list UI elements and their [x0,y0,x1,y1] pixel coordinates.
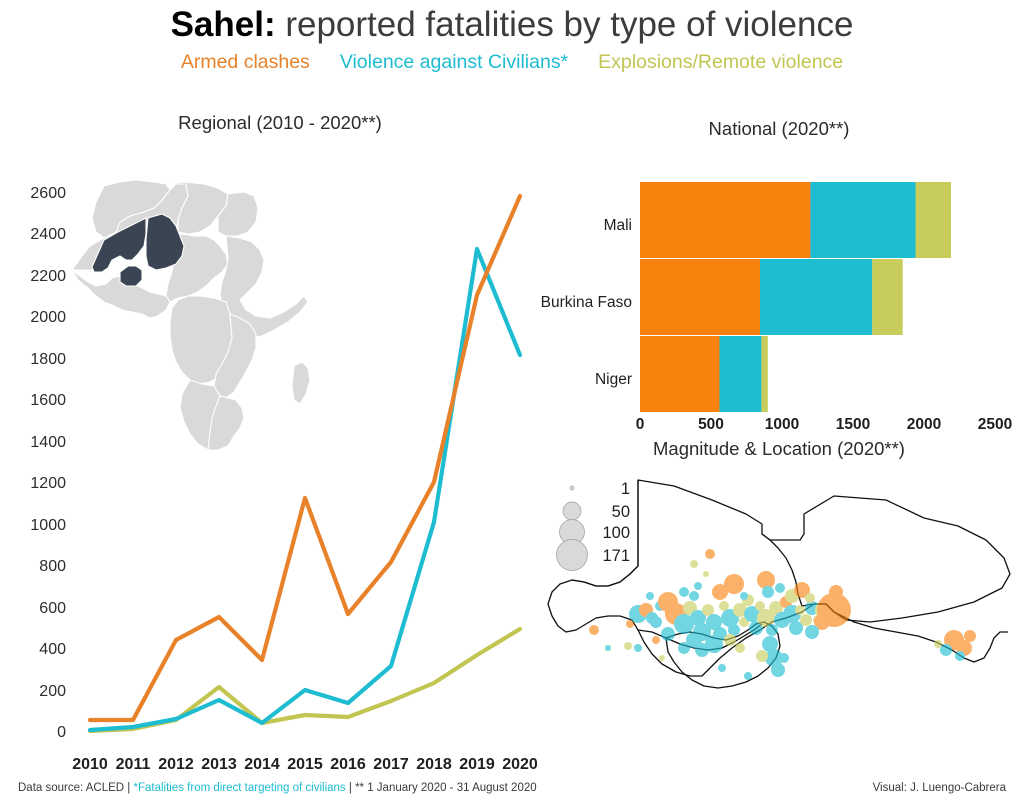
magnitude-scatter-points [589,549,976,680]
line-violence-against-civilians [87,246,523,733]
svg-text:2400: 2400 [30,226,66,243]
national-panel-title: National (2020**) [708,118,850,139]
y-axis-ticks: 2600 2400 2200 2000 1800 1600 1400 1200 … [30,185,66,741]
regional-line-chart: 2600 2400 2200 2000 1800 1600 1400 1200 … [0,152,560,772]
svg-text:2018: 2018 [416,756,452,772]
regional-line-chart-svg: 2600 2400 2200 2000 1800 1600 1400 1200 … [30,185,538,772]
bar-segment-civilians[interactable] [719,336,762,412]
regional-panel-title: Regional (2010 - 2020**) [178,112,382,133]
africa-base-continent [70,179,311,451]
bar-segment-armed-clashes[interactable] [640,182,811,258]
africa-inset-svg [70,179,311,451]
legend-bubble-1 [569,485,575,491]
bar-row-mali[interactable] [640,182,951,258]
page-title-rest: reported fatalities by type of violence [275,5,854,44]
svg-text:2000: 2000 [907,416,941,432]
svg-text:200: 200 [39,683,66,700]
bar-segment-explosions[interactable] [872,259,903,335]
line-armed-clashes [87,193,523,723]
svg-text:1600: 1600 [30,392,66,409]
svg-text:2012: 2012 [158,756,194,772]
legend: Armed clashes Violence against Civilians… [0,51,1024,74]
svg-text:500: 500 [698,416,724,432]
footer-source-civilians-note: *Fatalities from direct targeting of civ… [133,782,346,794]
svg-text:2500: 2500 [978,416,1012,432]
svg-text:1000: 1000 [765,416,799,432]
svg-text:1400: 1400 [30,434,66,451]
svg-text:0: 0 [57,724,66,741]
footer-source: Data source: ACLED | *Fatalities from di… [18,782,537,794]
legend-bubble-171 [556,539,588,571]
svg-text:Burkina Faso: Burkina Faso [541,294,632,311]
svg-text:800: 800 [39,558,66,575]
legend-value-171: 171 [602,547,630,565]
bar-segment-civilians[interactable] [760,259,873,335]
africa-highlighted-sahel [91,213,185,287]
magnitude-panel-title: Magnitude & Location (2020**) [653,438,905,459]
svg-text:1500: 1500 [836,416,870,432]
svg-text:2000: 2000 [30,309,66,326]
footer: Data source: ACLED | *Fatalities from di… [0,782,1024,794]
svg-text:1000: 1000 [30,517,66,534]
footer-credit: Visual: J. Luengo-Cabrera [872,782,1006,794]
svg-text:2017: 2017 [373,756,409,772]
footer-source-prefix: Data source: ACLED | [18,782,134,794]
svg-text:400: 400 [39,641,66,658]
bar-category-labels: Mali Burkina Faso Niger [541,217,632,388]
svg-text:Mali: Mali [604,217,632,234]
svg-text:2010: 2010 [72,756,108,772]
svg-text:2014: 2014 [244,756,280,772]
bar-row-niger[interactable] [640,336,768,412]
svg-text:2600: 2600 [30,185,66,202]
magnitude-size-legend: 1 50 100 171 [556,480,630,571]
bar-x-axis-ticks: 0 500 1000 1500 2000 2500 [636,416,1013,432]
legend-value-100: 100 [602,524,630,542]
svg-text:2019: 2019 [459,756,495,772]
legend-value-1: 1 [621,480,630,498]
svg-text:2013: 2013 [201,756,237,772]
legend-item-armed-clashes: Armed clashes [180,50,310,73]
bar-segment-explosions[interactable] [915,182,952,258]
svg-text:2016: 2016 [330,756,366,772]
svg-text:2200: 2200 [30,268,66,285]
legend-value-50: 50 [612,503,630,521]
africa-inset-map [58,160,328,460]
regional-panel: Regional (2010 - 2020**) [0,112,560,772]
x-axis-ticks: 2010 2011 2012 2013 2014 2015 2016 2017 … [72,756,538,772]
bar-segment-armed-clashes[interactable] [640,259,760,335]
national-bar-chart-svg: Mali Burkina Faso Niger 0 500 1000 15 [541,182,1013,432]
legend-item-violence-against-civilians: Violence against Civilians* [339,50,569,73]
footer-source-suffix: | ** 1 January 2020 - 31 August 2020 [345,782,537,794]
legend-bubble-50 [562,501,582,521]
bar-row-burkina-faso[interactable] [640,259,903,335]
svg-text:2015: 2015 [287,756,323,772]
page-title: Sahel: reported fatalities by type of vi… [0,5,1024,45]
magnitude-map-svg: 1 50 100 171 [547,479,1011,689]
svg-text:1200: 1200 [30,475,66,492]
bar-segment-explosions[interactable] [761,336,768,412]
legend-item-explosions-remote-violence: Explosions/Remote violence [598,50,844,73]
svg-text:2011: 2011 [116,756,151,772]
svg-text:Niger: Niger [595,371,632,388]
national-panel: National (2020**) Mali Burkina Faso Nige… [534,112,1024,432]
bar-segment-civilians[interactable] [810,182,916,258]
magnitude-panel: Magnitude & Location (2020**) 1 50 100 1… [534,432,1024,772]
svg-text:600: 600 [39,600,66,617]
bar-segment-armed-clashes[interactable] [640,336,720,412]
svg-text:2020: 2020 [502,756,538,772]
page-title-strong: Sahel: [170,5,276,44]
svg-text:1800: 1800 [30,351,66,368]
header: Sahel: reported fatalities by type of vi… [0,0,1024,74]
svg-text:0: 0 [636,416,645,432]
